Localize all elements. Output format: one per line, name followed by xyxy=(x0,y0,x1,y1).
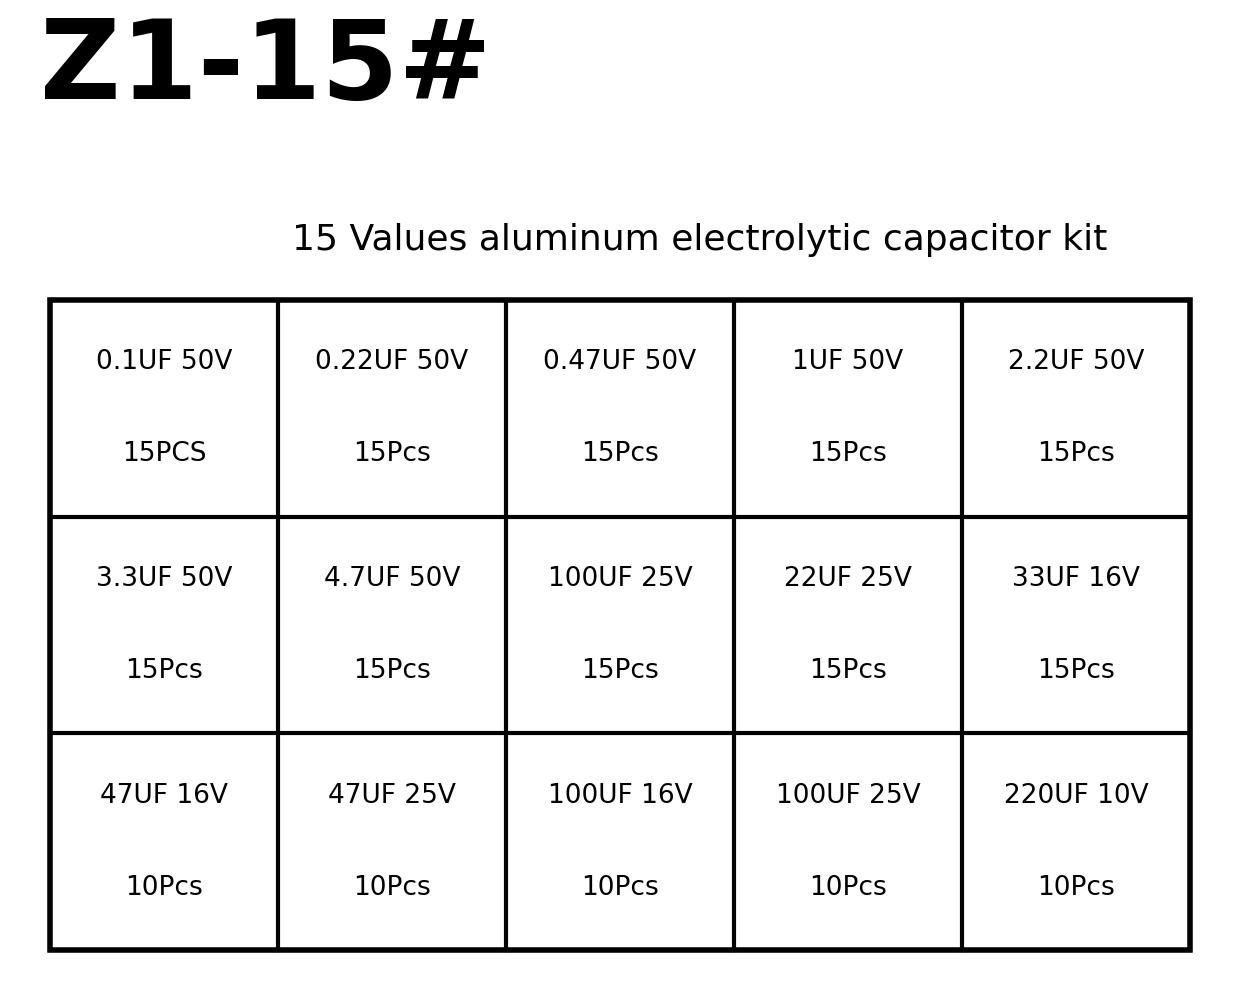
Text: 100UF 16V

10Pcs: 100UF 16V 10Pcs xyxy=(548,783,693,901)
Text: 2.2UF 50V

15Pcs: 2.2UF 50V 15Pcs xyxy=(1007,349,1144,467)
Text: 3.3UF 50V

15Pcs: 3.3UF 50V 15Pcs xyxy=(95,566,232,684)
Text: 220UF 10V

10Pcs: 220UF 10V 10Pcs xyxy=(1004,783,1149,901)
Bar xyxy=(50,300,1189,950)
Text: 47UF 25V

10Pcs: 47UF 25V 10Pcs xyxy=(328,783,456,901)
Text: 47UF 16V

10Pcs: 47UF 16V 10Pcs xyxy=(100,783,228,901)
Text: 100UF 25V

15Pcs: 100UF 25V 15Pcs xyxy=(548,566,693,684)
Text: 22UF 25V

15Pcs: 22UF 25V 15Pcs xyxy=(784,566,912,684)
Text: 15 Values aluminum electrolytic capacitor kit: 15 Values aluminum electrolytic capacito… xyxy=(292,223,1108,257)
Text: Z1-15#: Z1-15# xyxy=(40,15,492,122)
Text: 0.22UF 50V

15Pcs: 0.22UF 50V 15Pcs xyxy=(316,349,468,467)
Text: 100UF 25V

10Pcs: 100UF 25V 10Pcs xyxy=(776,783,921,901)
Text: 0.47UF 50V

15Pcs: 0.47UF 50V 15Pcs xyxy=(544,349,696,467)
Text: 0.1UF 50V

15PCS: 0.1UF 50V 15PCS xyxy=(95,349,232,467)
Text: 1UF 50V

15Pcs: 1UF 50V 15Pcs xyxy=(793,349,903,467)
Text: 4.7UF 50V

15Pcs: 4.7UF 50V 15Pcs xyxy=(323,566,460,684)
Text: 33UF 16V

15Pcs: 33UF 16V 15Pcs xyxy=(1012,566,1140,684)
